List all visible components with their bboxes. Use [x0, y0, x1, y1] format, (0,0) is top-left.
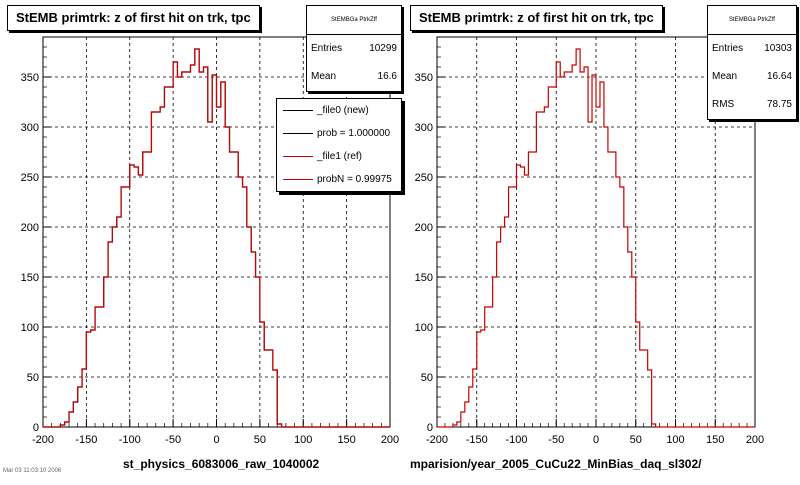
right-x-tick-label: 100 [666, 434, 684, 446]
legend-entry-prob: prob = 1.000000 [277, 122, 401, 145]
right-stats-name: StEMBGa PtrkZff [708, 6, 796, 35]
legend-label-prob: prob = 1.000000 [317, 128, 391, 139]
left-y-tick-label: 200 [21, 222, 39, 234]
left-entries-value: 10299 [369, 43, 397, 54]
right-entries-value: 10303 [764, 43, 792, 54]
legend-entry-probn: probN = 0.99975 [277, 168, 401, 191]
left-x-tick-label: -100 [119, 434, 141, 446]
legend-swatch-probn [283, 179, 313, 180]
right-rms-value: 78.75 [766, 99, 792, 110]
legend-swatch-file1 [283, 156, 313, 157]
legend-swatch-prob [283, 133, 313, 134]
right-y-tick-label: 200 [415, 222, 433, 234]
right-y-tick-label: 350 [415, 72, 433, 84]
left-x-tick-label: 150 [337, 434, 355, 446]
right-mean-value: 16.64 [766, 71, 792, 82]
left-y-tick-label: 150 [21, 272, 39, 284]
left-mean-label: Mean [311, 71, 337, 82]
right-x-tick-label: 150 [706, 434, 724, 446]
right-y-tick-label: 100 [415, 322, 433, 334]
left-y-tick-label: 100 [21, 322, 39, 334]
left-stats-name: StEMBGa PtrkZff [307, 6, 401, 35]
legend-swatch-file0 [283, 110, 313, 111]
legend-entry-file0: _file0 (new) [277, 99, 401, 122]
left-y-tick-label: 300 [21, 122, 39, 134]
right-x-tick-label: 200 [746, 434, 764, 446]
right-histogram-plot: -200 -150 -100 -50 0 50 100 150 200 0 50 100 150 200 2… [415, 36, 764, 446]
right-y-tick-label: 50 [421, 372, 433, 384]
right-y-tick-label: 150 [415, 272, 433, 284]
right-y-tick-label: 300 [415, 122, 433, 134]
right-entries-label: Entries [712, 43, 744, 54]
left-y-tick-label: 250 [21, 172, 39, 184]
left-x-tick-label: -200 [32, 434, 54, 446]
right-mean-label: Mean [712, 71, 738, 82]
left-y-tick-label: 0 [33, 422, 39, 434]
legend-label-file1: _file1 (ref) [317, 151, 363, 162]
right-histogram-pane: -200 -150 -100 -50 0 50 100 150 200 0 50 100 150 200 2… [400, 0, 800, 480]
left-series-1-line [43, 48, 390, 428]
left-entries-label: Entries [311, 43, 343, 54]
right-chart-title: StEMB primtrk: z of first hit on trk, tp… [410, 5, 663, 31]
right-stats-box: StEMBGa PtrkZff Entries 10303 Mean 16.64 R… [707, 5, 797, 120]
right-x-tick-label: -50 [548, 434, 564, 446]
right-series-0-line [437, 48, 755, 428]
right-x-tick-label: 0 [593, 434, 599, 446]
left-y-tick-label: 350 [21, 72, 39, 84]
left-y-tick-label: 50 [27, 372, 39, 384]
left-stats-box: StEMBGa PtrkZff Entries 10299 Mean 16.6 [306, 5, 402, 92]
footer-timestamp: Mar 03 11:03:10 2006 [3, 468, 62, 474]
right-rms-label: RMS [712, 99, 735, 110]
left-x-tick-label: 100 [294, 434, 312, 446]
left-x-tick-label: -50 [165, 434, 181, 446]
legend-entry-file1: _file1 (ref) [277, 145, 401, 168]
left-mean-value: 16.6 [377, 71, 397, 82]
right-x-axis-label: mparision/year_2005_CuCu22_MinBias_daq_s… [410, 457, 702, 471]
right-x-tick-label: -150 [466, 434, 488, 446]
left-x-tick-label: -150 [75, 434, 97, 446]
left-x-tick-label: 0 [213, 434, 219, 446]
right-x-tick-label: -100 [505, 434, 527, 446]
left-histogram-pane: -200 -150 -100 -50 0 50 100 150 200 0 50 100 150 200 2… [0, 0, 402, 480]
right-y-tick-label: 250 [415, 172, 433, 184]
left-x-tick-label: 200 [381, 434, 399, 446]
left-chart-title: StEMB primtrk: z of first hit on trk, tp… [7, 5, 260, 31]
right-y-tick-label: 0 [427, 422, 433, 434]
left-x-axis-label: st_physics_6083006_raw_1040002 [123, 457, 320, 471]
left-x-tick-label: 50 [254, 434, 266, 446]
right-x-tick-label: 50 [630, 434, 642, 446]
left-legend: _file0 (new) prob = 1.000000 _file1 (ref… [276, 98, 402, 192]
right-x-tick-label: -200 [426, 434, 448, 446]
legend-label-probn: probN = 0.99975 [317, 174, 392, 185]
legend-label-file0: _file0 (new) [317, 105, 369, 116]
